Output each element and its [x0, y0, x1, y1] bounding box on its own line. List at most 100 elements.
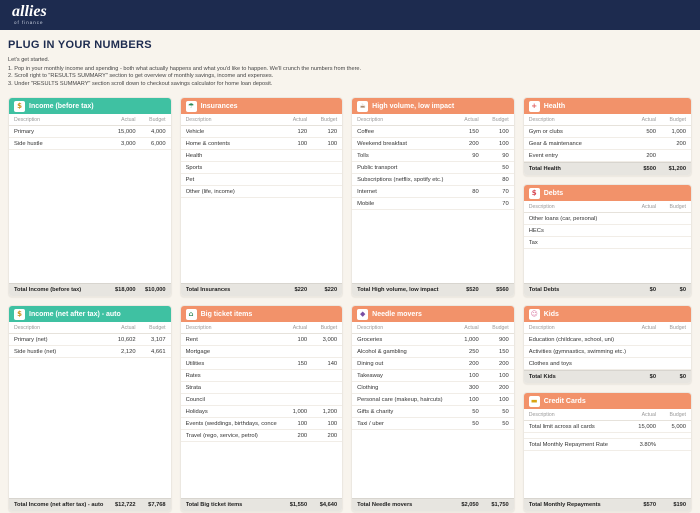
- cell-description[interactable]: Mortgage: [185, 348, 211, 355]
- cell-description[interactable]: Vehicle: [185, 128, 205, 135]
- cell-description[interactable]: Side hustle (net): [14, 348, 57, 355]
- cell-budget[interactable]: 50: [502, 408, 509, 415]
- cell-budget[interactable]: 1,200: [322, 408, 338, 415]
- cell-actual[interactable]: 200: [469, 360, 479, 367]
- cell-budget[interactable]: 200: [676, 140, 686, 147]
- cell-budget[interactable]: 70: [502, 188, 509, 195]
- cell-budget[interactable]: 100: [499, 396, 509, 403]
- cell-budget[interactable]: 200: [499, 384, 509, 391]
- cell-actual[interactable]: 200: [297, 432, 308, 439]
- cell-description[interactable]: Public transport: [357, 164, 398, 171]
- cell-description[interactable]: Gifts & charity: [357, 408, 394, 415]
- cell-budget[interactable]: 200: [327, 432, 338, 439]
- cell-actual[interactable]: 15,000: [117, 128, 136, 135]
- cell-description[interactable]: Side hustle: [14, 140, 43, 147]
- cell-budget[interactable]: 140: [327, 360, 338, 367]
- cell-actual[interactable]: 100: [469, 372, 479, 379]
- cell-budget[interactable]: 50: [502, 164, 509, 171]
- cell-description[interactable]: Total limit across all cards: [528, 423, 595, 430]
- cell-actual[interactable]: 120: [297, 128, 308, 135]
- cell-description[interactable]: Activities (gymnastics, swimming etc.): [528, 348, 626, 355]
- cell-actual[interactable]: 10,602: [117, 336, 136, 343]
- cell-description[interactable]: Groceries: [357, 336, 383, 343]
- cell-description[interactable]: Utilities: [185, 360, 205, 367]
- cell-budget[interactable]: 100: [499, 140, 509, 147]
- cell-actual[interactable]: 1,000: [464, 336, 479, 343]
- cell-actual[interactable]: 15,000: [638, 423, 656, 430]
- cell-description[interactable]: Weekend breakfast: [357, 140, 407, 147]
- cell-description[interactable]: Other loans (car, personal): [528, 215, 598, 222]
- cell-actual[interactable]: 150: [297, 360, 308, 367]
- cell-description[interactable]: Strata: [185, 384, 202, 391]
- cell-budget[interactable]: 4,661: [151, 348, 166, 355]
- cell-description[interactable]: Coffee: [357, 128, 375, 135]
- cell-actual[interactable]: 200: [646, 152, 656, 159]
- cell-budget[interactable]: 90: [502, 152, 509, 159]
- cell-description[interactable]: Council: [185, 396, 205, 403]
- cell-budget[interactable]: 100: [499, 128, 509, 135]
- cell-description[interactable]: Gear & maintenance: [528, 140, 582, 147]
- cell-description[interactable]: Primary (net): [14, 336, 48, 343]
- cell-actual[interactable]: 100: [297, 420, 308, 427]
- cell-actual[interactable]: 150: [469, 128, 479, 135]
- cell-actual[interactable]: 90: [472, 152, 479, 159]
- cell-budget[interactable]: 5,000: [671, 423, 686, 430]
- cell-description[interactable]: Total Monthly Repayment Rate: [528, 441, 608, 448]
- cell-description[interactable]: Alcohol & gambling: [357, 348, 407, 355]
- cell-description[interactable]: Tax: [528, 239, 538, 246]
- cell-description[interactable]: Health: [185, 152, 203, 159]
- cell-budget[interactable]: 100: [327, 140, 338, 147]
- cell-description[interactable]: Event entry: [528, 152, 559, 159]
- cell-actual[interactable]: 50: [472, 420, 479, 427]
- cell-description[interactable]: Education (childcare, school, uni): [528, 336, 615, 343]
- cell-budget[interactable]: 1,000: [671, 128, 686, 135]
- cell-actual[interactable]: 50: [472, 408, 479, 415]
- cell-description[interactable]: Dining out: [357, 360, 384, 367]
- cell-budget[interactable]: 6,000: [151, 140, 166, 147]
- cell-budget[interactable]: 3,107: [151, 336, 166, 343]
- cell-actual[interactable]: 2,120: [121, 348, 136, 355]
- cell-actual[interactable]: 80: [472, 188, 479, 195]
- cell-budget[interactable]: 200: [499, 360, 509, 367]
- cell-description[interactable]: Gym or clubs: [528, 128, 563, 135]
- cell-budget[interactable]: 70: [502, 200, 509, 207]
- cell-budget[interactable]: 100: [327, 420, 338, 427]
- cell-actual[interactable]: 200: [469, 140, 479, 147]
- cell-description[interactable]: Home & contents: [185, 140, 231, 147]
- cell-description[interactable]: Other (life, income): [185, 188, 235, 195]
- cell-description[interactable]: Sports: [185, 164, 203, 171]
- cell-actual[interactable]: 3,000: [121, 140, 136, 147]
- cell-description[interactable]: Subscriptions (netflix, spotify etc.): [357, 176, 444, 183]
- cell-description[interactable]: HECs: [528, 227, 544, 234]
- cell-description[interactable]: Holidays: [185, 408, 208, 415]
- cell-budget[interactable]: 100: [499, 372, 509, 379]
- cell-budget[interactable]: 900: [499, 336, 509, 343]
- cell-budget[interactable]: 3,000: [322, 336, 338, 343]
- cell-budget[interactable]: 50: [502, 420, 509, 427]
- cell-actual[interactable]: 250: [469, 348, 479, 355]
- cell-actual[interactable]: 100: [469, 396, 479, 403]
- cell-budget[interactable]: 150: [499, 348, 509, 355]
- cell-description[interactable]: Taxi / uber: [357, 420, 384, 427]
- cell-description[interactable]: Travel (rego, service, petrol): [185, 432, 258, 439]
- cell-description[interactable]: Takeaway: [357, 372, 383, 379]
- cell-description[interactable]: Tolls: [357, 152, 369, 159]
- cell-actual[interactable]: 1,000: [292, 408, 308, 415]
- cell-budget[interactable]: 120: [327, 128, 338, 135]
- cell-description[interactable]: Rates: [185, 372, 201, 379]
- cell-budget[interactable]: 4,000: [151, 128, 166, 135]
- cell-description[interactable]: Internet: [357, 188, 377, 195]
- cell-description[interactable]: Events (weddings, birthdays, concerts): [185, 420, 278, 427]
- cell-actual[interactable]: 3.80%: [639, 441, 656, 448]
- cell-description[interactable]: Mobile: [357, 200, 375, 207]
- cell-actual[interactable]: 100: [297, 140, 308, 147]
- cell-description[interactable]: Primary: [14, 128, 34, 135]
- cell-description[interactable]: Personal care (makeup, haircuts): [357, 396, 443, 403]
- cell-description[interactable]: Clothing: [357, 384, 379, 391]
- cell-budget[interactable]: 80: [502, 176, 509, 183]
- cell-actual[interactable]: 500: [646, 128, 656, 135]
- cell-description[interactable]: Clothes and toys: [528, 360, 572, 367]
- cell-description[interactable]: Pet: [185, 176, 195, 183]
- cell-description[interactable]: Rent: [185, 336, 198, 343]
- cell-actual[interactable]: 100: [297, 336, 308, 343]
